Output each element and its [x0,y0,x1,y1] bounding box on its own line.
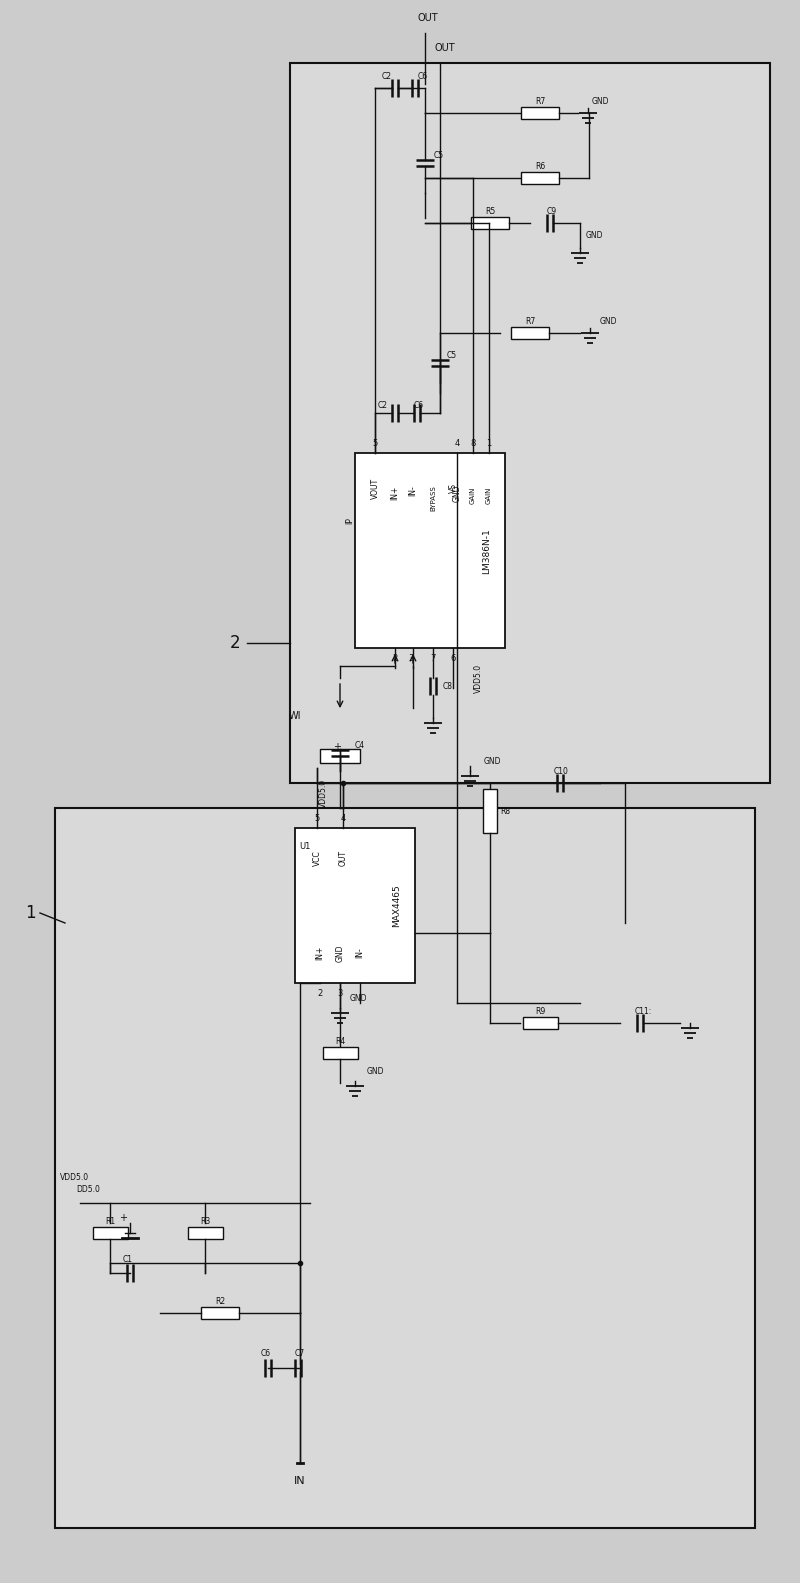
Text: BYPASS: BYPASS [430,484,436,511]
Text: VCC: VCC [313,850,322,866]
Text: 8: 8 [470,438,476,448]
Text: C1: C1 [123,1254,133,1263]
Text: MAX4465: MAX4465 [393,885,402,928]
Text: C8: C8 [443,682,453,690]
Text: R2: R2 [215,1296,225,1306]
Text: LM386N-1: LM386N-1 [482,529,491,575]
FancyBboxPatch shape [323,1046,358,1059]
Text: GAIN: GAIN [486,486,492,503]
Text: R9: R9 [535,1007,545,1016]
Text: +: + [119,1213,127,1224]
Text: IN-: IN- [409,486,418,497]
Text: 4: 4 [340,814,346,823]
Text: U1: U1 [299,842,310,850]
Text: IN+: IN+ [390,486,399,500]
FancyBboxPatch shape [521,173,559,184]
Text: R3: R3 [200,1216,210,1225]
Text: 3: 3 [408,654,414,663]
Text: C9: C9 [547,206,557,215]
Text: 1: 1 [486,438,492,448]
Text: R7: R7 [525,317,535,326]
Text: R4: R4 [335,1037,345,1045]
Text: GND: GND [591,97,609,106]
Text: IN-: IN- [355,948,365,958]
Text: C6: C6 [414,400,424,410]
FancyBboxPatch shape [320,749,360,763]
Text: +: + [333,742,341,752]
FancyBboxPatch shape [521,108,559,119]
Text: C6: C6 [261,1349,271,1358]
Text: GND: GND [483,757,501,766]
Text: IN: IN [294,1475,306,1486]
Text: VOUT: VOUT [370,478,379,499]
Text: C6: C6 [418,71,428,81]
Text: 3: 3 [338,988,342,997]
Text: C2: C2 [378,400,388,410]
Text: 7: 7 [430,654,436,663]
Text: IP: IP [346,518,354,524]
Text: C5: C5 [434,150,444,160]
Text: VDD5.0: VDD5.0 [318,779,327,807]
Text: VDD5.0: VDD5.0 [474,663,482,693]
FancyBboxPatch shape [290,63,770,784]
FancyBboxPatch shape [55,807,755,1528]
Text: VS: VS [449,483,458,492]
FancyBboxPatch shape [471,217,509,230]
Text: GND: GND [453,484,462,502]
Text: C4: C4 [355,741,365,749]
Text: IN+: IN+ [315,945,325,961]
Text: 4: 4 [454,438,460,448]
Text: 5: 5 [314,814,320,823]
Text: C5: C5 [447,350,457,359]
Text: GND: GND [335,943,345,962]
Text: GND: GND [586,231,602,239]
Text: 2: 2 [318,988,322,997]
Text: OUT: OUT [418,13,438,24]
Text: GAIN: GAIN [470,486,476,503]
FancyBboxPatch shape [188,1227,223,1239]
Text: OUT: OUT [338,850,347,866]
FancyBboxPatch shape [295,828,415,983]
Text: OUT: OUT [434,43,455,52]
Text: R6: R6 [535,161,545,171]
Text: GND: GND [599,317,617,326]
FancyBboxPatch shape [483,788,497,833]
Text: 2: 2 [392,654,398,663]
Text: GND: GND [350,994,366,1002]
Text: 2: 2 [230,635,240,652]
Text: R7: R7 [535,97,545,106]
Text: C11:: C11: [634,1007,652,1016]
Text: 6: 6 [450,654,456,663]
Text: GND: GND [366,1067,384,1075]
Text: DD5.0: DD5.0 [76,1184,100,1194]
FancyBboxPatch shape [355,453,505,647]
Text: C7: C7 [295,1349,305,1358]
Text: WI: WI [289,711,302,720]
Text: R8: R8 [500,806,510,815]
Text: 5: 5 [372,438,378,448]
Text: R5: R5 [485,206,495,215]
Text: 1: 1 [25,904,35,921]
FancyBboxPatch shape [511,328,549,339]
Text: C2: C2 [382,71,392,81]
Text: R1: R1 [105,1216,115,1225]
FancyBboxPatch shape [523,1016,558,1029]
Text: C10: C10 [554,766,569,776]
FancyBboxPatch shape [201,1308,239,1319]
FancyBboxPatch shape [93,1227,128,1239]
Text: VDD5.0: VDD5.0 [61,1173,90,1181]
